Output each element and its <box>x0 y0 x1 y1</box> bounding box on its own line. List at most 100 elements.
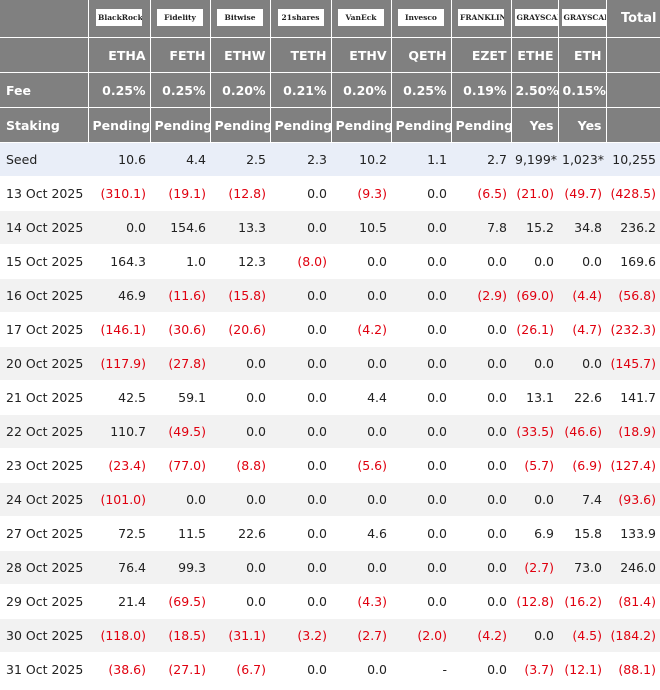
logo-cell: Fidelity <box>150 0 211 38</box>
ticker: TETH <box>270 37 332 73</box>
flow-value: (46.6) <box>558 414 606 449</box>
flow-value: (30.6) <box>150 312 210 347</box>
flow-value: (49.7) <box>558 176 606 211</box>
row-label: Fee <box>0 72 89 108</box>
flow-row: 27 Oct 2025 72.5 11.5 22.6 0.0 4.6 0.0 0.0 6.9 15… <box>0 516 660 551</box>
flow-value: 0.0 <box>331 652 391 687</box>
flow-value: (12.8) <box>511 584 558 619</box>
fee-value: 0.21% <box>270 72 332 108</box>
issuer-logo: 21shares <box>277 8 324 26</box>
flow-value: 0.0 <box>391 516 451 551</box>
flow-value: (2.9) <box>451 278 511 313</box>
flow-row: 24 Oct 2025 (101.0) 0.0 0.0 0.0 0.0 0.0 0.0 0.0 7… <box>0 482 660 517</box>
staking-value: Pending <box>88 107 151 143</box>
fee-row: Fee 0.25% 0.25% 0.20% 0.21% 0.20% 0.25% 0.19% 2.… <box>0 72 660 108</box>
fee-value: 0.20% <box>331 72 392 108</box>
staking-value: Pending <box>210 107 271 143</box>
flow-value: 72.5 <box>88 516 150 551</box>
flow-value: (4.3) <box>331 584 391 619</box>
logo-cell: GRAYSCALE <box>511 0 559 38</box>
flow-row: 21 Oct 2025 42.5 59.1 0.0 0.0 4.4 0.0 0.0 13.1 22… <box>0 380 660 415</box>
flow-value: (15.8) <box>210 278 270 313</box>
flow-value: (310.1) <box>88 176 150 211</box>
corner-cell <box>0 0 89 38</box>
row-label: 24 Oct 2025 <box>0 482 88 517</box>
flow-row: 15 Oct 2025 164.3 1.0 12.3 (8.0) 0.0 0.0 0.0 0.0… <box>0 244 660 279</box>
corner-cell <box>0 37 89 73</box>
row-label: 31 Oct 2025 <box>0 652 88 687</box>
ticker: ETHE <box>511 37 559 73</box>
flow-row: 22 Oct 2025 110.7 (49.5) 0.0 0.0 0.0 0.0 0.0 (33… <box>0 414 660 449</box>
row-label: 22 Oct 2025 <box>0 414 88 449</box>
staking-value: Pending <box>391 107 452 143</box>
flow-value: 0.0 <box>391 312 451 347</box>
staking-value: Pending <box>331 107 392 143</box>
fee-value: 0.15% <box>558 72 607 108</box>
ticker: ETHV <box>331 37 392 73</box>
flow-value: 0.0 <box>451 346 511 381</box>
fee-value: 0.25% <box>150 72 211 108</box>
flow-value: 0.0 <box>270 176 331 211</box>
fee-value: 0.19% <box>451 72 512 108</box>
flow-value: 0.0 <box>451 516 511 551</box>
flow-value: 0.0 <box>210 584 270 619</box>
flow-value: 0.0 <box>331 244 391 279</box>
flow-value: 22.6 <box>210 516 270 551</box>
row-label: Seed <box>0 142 88 177</box>
flow-value: 0.0 <box>270 380 331 415</box>
flow-value: 0.0 <box>391 380 451 415</box>
flow-value: 0.0 <box>210 346 270 381</box>
flow-value: 12.3 <box>210 244 270 279</box>
flow-row: Seed 10.6 4.4 2.5 2.3 10.2 1.1 2.7 9,199* 1,023* 1… <box>0 142 660 177</box>
flow-value: 0.0 <box>451 482 511 517</box>
flow-value: 0.0 <box>270 652 331 687</box>
flow-value: (4.4) <box>558 278 606 313</box>
flow-value: (27.1) <box>150 652 210 687</box>
flow-value: (2.7) <box>511 550 558 585</box>
flow-value: 34.8 <box>558 210 606 245</box>
total-value: (88.1) <box>606 652 660 687</box>
fee-value: 0.20% <box>210 72 271 108</box>
total-value: 10,255 <box>606 142 660 177</box>
flow-value: 7.8 <box>451 210 511 245</box>
row-label: 20 Oct 2025 <box>0 346 88 381</box>
row-label: 16 Oct 2025 <box>0 278 88 313</box>
row-label: 17 Oct 2025 <box>0 312 88 347</box>
issuer-logo: BlackRock <box>96 8 142 26</box>
flow-row: 28 Oct 2025 76.4 99.3 0.0 0.0 0.0 0.0 0.0 (2.7) 7… <box>0 550 660 585</box>
fee-value: 2.50% <box>511 72 559 108</box>
flow-value: 0.0 <box>451 244 511 279</box>
flow-value: (118.0) <box>88 618 150 653</box>
fee-value: 0.25% <box>391 72 452 108</box>
flow-value: 0.0 <box>391 244 451 279</box>
flow-value: (117.9) <box>88 346 150 381</box>
flow-value: (5.6) <box>331 448 391 483</box>
flow-value: (2.0) <box>391 618 451 653</box>
flow-value: 0.0 <box>210 550 270 585</box>
ticker: ETH <box>558 37 607 73</box>
empty-cell <box>606 107 660 143</box>
staking-value: Yes <box>511 107 559 143</box>
flow-value: 10.2 <box>331 142 391 177</box>
flow-value: (6.9) <box>558 448 606 483</box>
flow-value: 4.6 <box>331 516 391 551</box>
row-label: Staking <box>0 107 89 143</box>
flow-value: 21.4 <box>88 584 150 619</box>
flow-value: 0.0 <box>451 584 511 619</box>
logo-cell: GRAYSCALE <box>558 0 607 38</box>
flow-value: 0.0 <box>451 550 511 585</box>
flow-value: 46.9 <box>88 278 150 313</box>
flow-value: 15.8 <box>558 516 606 551</box>
flow-value: (18.5) <box>150 618 210 653</box>
flow-value: 0.0 <box>270 346 331 381</box>
flow-value: 0.0 <box>391 278 451 313</box>
flow-value: 1.1 <box>391 142 451 177</box>
flow-value: 2.3 <box>270 142 331 177</box>
flow-value: (3.2) <box>270 618 331 653</box>
flow-value: 0.0 <box>270 584 331 619</box>
staking-value: Pending <box>270 107 332 143</box>
flow-value: (69.0) <box>511 278 558 313</box>
issuer-logo: Invesco <box>398 8 444 26</box>
staking-value: Pending <box>150 107 211 143</box>
